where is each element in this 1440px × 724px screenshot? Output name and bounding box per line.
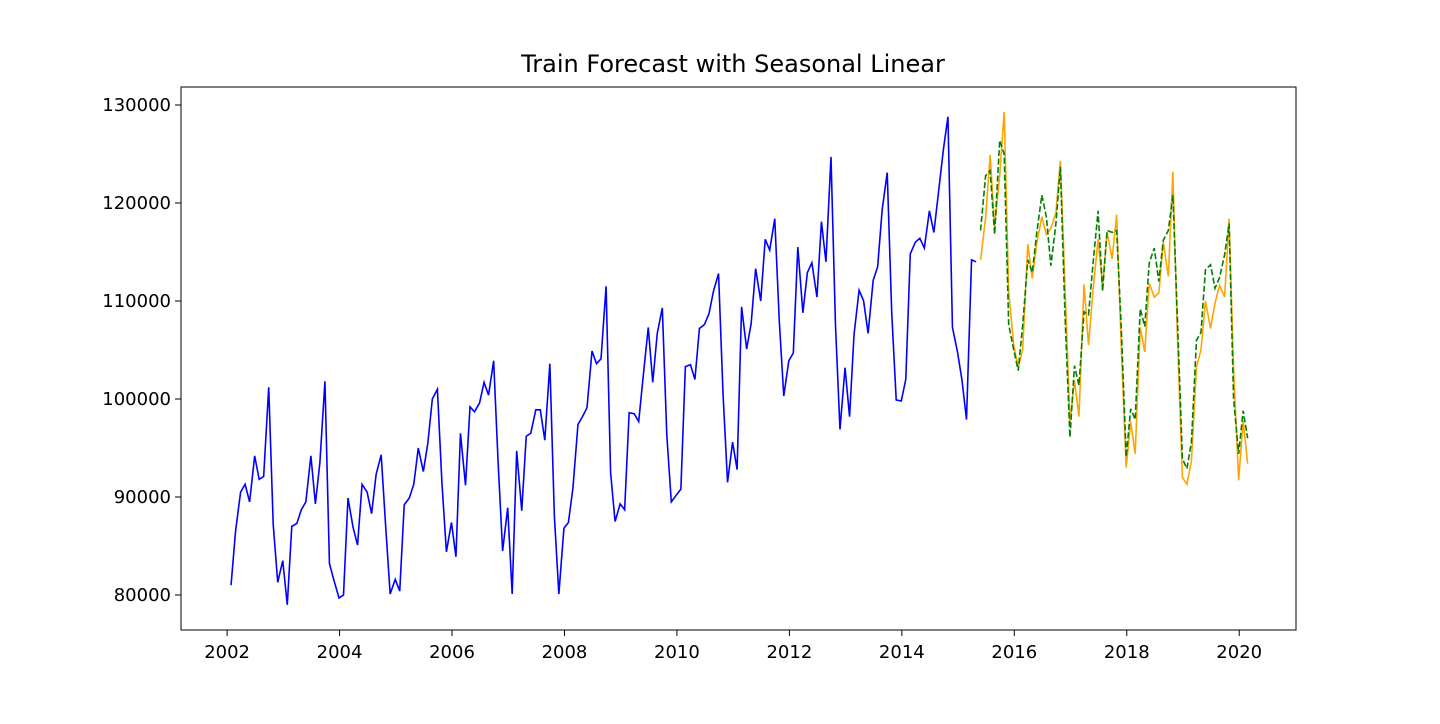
x-tick-label: 2016 [991, 642, 1037, 663]
y-tick-label: 120000 [102, 193, 171, 214]
series-line [979, 140, 1249, 472]
y-tick-label: 80000 [114, 585, 171, 606]
y-tick-label: 100000 [102, 389, 171, 410]
y-tick-label: 130000 [102, 95, 171, 116]
x-tick-label: 2008 [542, 642, 588, 663]
chart-title: Train Forecast with Seasonal Linear [520, 50, 945, 78]
series-line [979, 111, 1249, 487]
y-tick-label: 110000 [102, 291, 171, 312]
x-tick-label: 2014 [879, 642, 925, 663]
y-tick-label: 90000 [114, 487, 171, 508]
x-tick-label: 2006 [429, 642, 475, 663]
x-tick-label: 2010 [654, 642, 700, 663]
x-tick-label: 2002 [204, 642, 250, 663]
x-tick-label: 2012 [766, 642, 812, 663]
plot-frame [180, 86, 1297, 631]
x-tick-label: 2018 [1104, 642, 1150, 663]
x-tick-label: 2004 [317, 642, 363, 663]
x-tick-label: 2020 [1216, 642, 1262, 663]
series-line [230, 116, 977, 605]
